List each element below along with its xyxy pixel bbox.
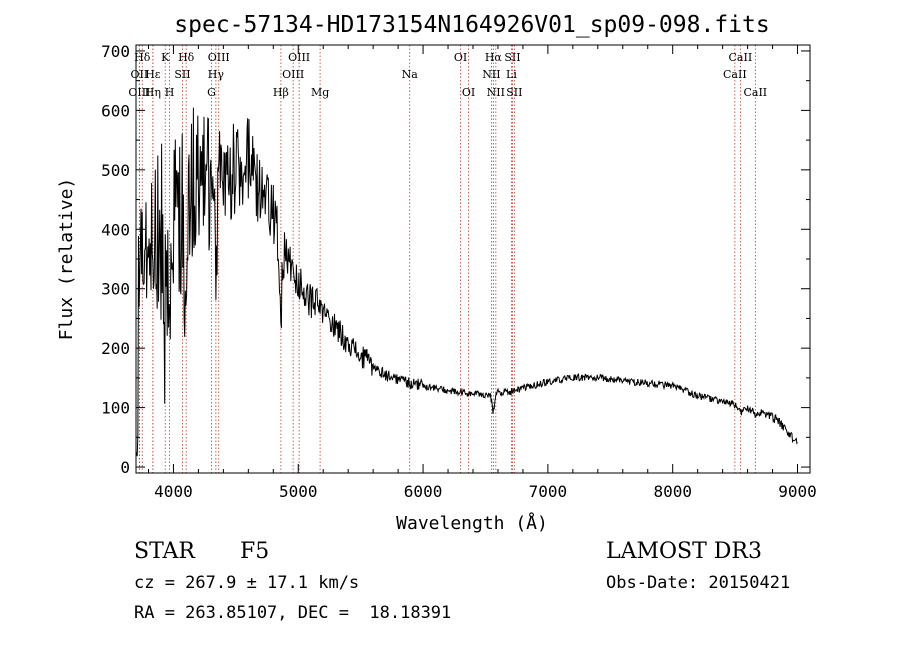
line-label: OIII	[282, 68, 304, 81]
line-label: Hη	[145, 86, 161, 99]
line-label: H	[165, 86, 175, 99]
line-label: SII	[506, 86, 522, 99]
x-tick-label: 7000	[529, 482, 568, 501]
y-tick-label: 300	[101, 280, 130, 299]
line-label: OIII	[288, 51, 310, 64]
spectrum-line	[136, 107, 798, 457]
line-label: Hδ	[178, 51, 195, 64]
plot-frame	[135, 44, 811, 474]
line-label: OIII	[128, 86, 150, 99]
x-tick-label: 5000	[279, 482, 318, 501]
line-label: OI	[454, 51, 467, 64]
emission-line-markers	[138, 45, 756, 473]
redshift-value: cz = 267.9 ± 17.1 km/s	[134, 573, 360, 593]
x-tick-label: 9000	[778, 482, 817, 501]
line-label: Mg	[311, 86, 329, 99]
y-tick-label: 200	[101, 339, 130, 358]
line-label: CaII	[743, 86, 767, 99]
y-tick-label: 700	[101, 42, 130, 61]
x-tick-label: 4000	[154, 482, 193, 501]
y-tick-label: 600	[101, 101, 130, 120]
line-label: OII	[131, 68, 149, 81]
y-axis-ticks: 0 100 200 300 400 500 600 700	[101, 42, 810, 477]
line-label: Hε	[145, 68, 161, 81]
line-label: Na	[402, 68, 419, 81]
line-label: Hδ	[134, 51, 151, 64]
line-label: NII	[487, 86, 505, 99]
line-label: Hγ	[208, 68, 225, 81]
line-label: OI	[462, 86, 475, 99]
y-axis-label: Flux (relative)	[56, 178, 77, 341]
observation-date: Obs-Date: 20150421	[606, 573, 791, 593]
line-label: SII	[174, 68, 190, 81]
chart-title-text: spec-57134-HD173154N164926V01_sp09-098.f…	[174, 12, 769, 38]
line-label: G	[207, 86, 216, 99]
object-subclass: F5	[240, 539, 270, 564]
x-tick-label: 6000	[404, 482, 443, 501]
chart-title: spec-57134-HD173154N164926V01_sp09-098.f…	[174, 12, 769, 38]
coordinates: RA = 263.85107, DEC = 18.18391	[134, 603, 452, 623]
x-axis-ticks: 4000 5000 6000 7000 8000 9000	[147, 45, 817, 501]
x-axis-label: Wavelength (Å)	[396, 512, 548, 534]
line-label: K	[161, 51, 170, 64]
line-label: CaII	[723, 68, 747, 81]
y-tick-label: 500	[101, 161, 130, 180]
line-label: Hα	[485, 51, 503, 64]
line-label: Li	[506, 68, 517, 81]
x-tick-label: 8000	[653, 482, 692, 501]
y-tick-label: 0	[120, 458, 130, 477]
y-tick-label: 400	[101, 220, 130, 239]
y-tick-label: 100	[101, 399, 130, 418]
line-label: NII	[482, 68, 500, 81]
line-label: Hβ	[273, 86, 289, 99]
survey-name: LAMOST DR3	[606, 539, 762, 564]
line-label: CaII	[729, 51, 753, 64]
object-class: STAR	[134, 539, 195, 564]
line-label: SII	[504, 51, 520, 64]
line-label: OIII	[208, 51, 230, 64]
